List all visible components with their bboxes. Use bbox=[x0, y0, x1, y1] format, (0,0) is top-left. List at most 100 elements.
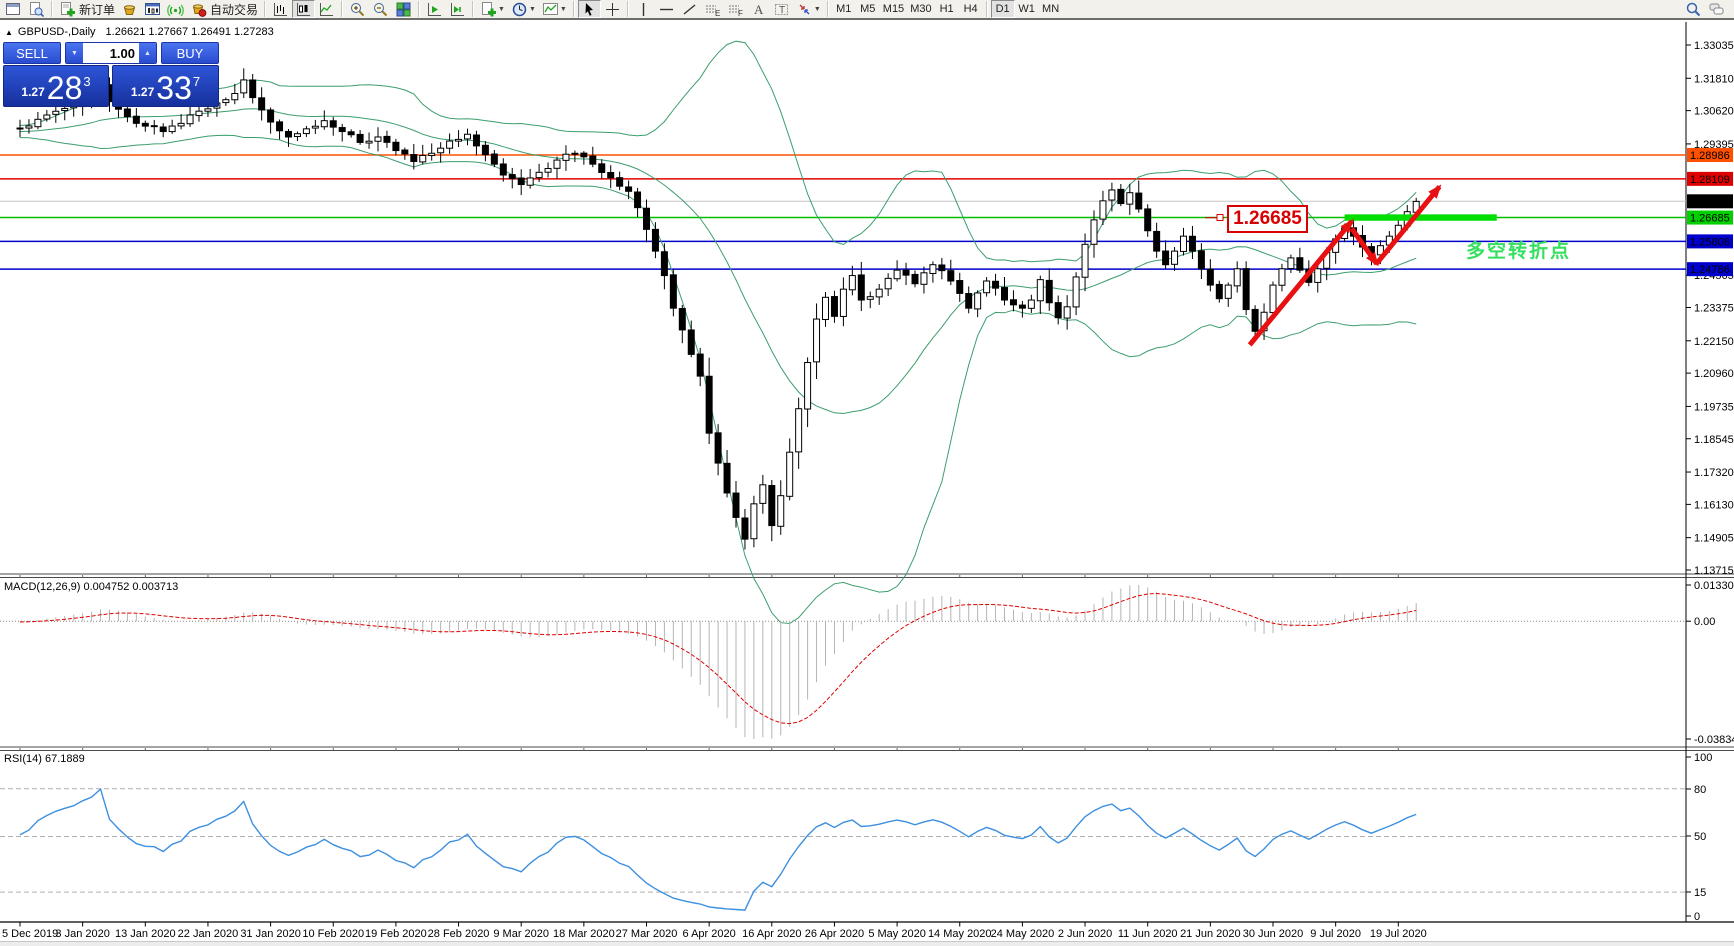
toolbar: 新订单 自动交易 ▼ ▼ ▼ E F A T ▼ bbox=[0, 0, 1734, 20]
timeframe-h4[interactable]: H4 bbox=[963, 3, 978, 15]
collapse-triangle-icon[interactable]: ▲ bbox=[5, 28, 13, 37]
candle-body bbox=[1081, 243, 1089, 278]
timeframe-m1[interactable]: M1 bbox=[836, 3, 852, 15]
search-icon[interactable] bbox=[1682, 0, 1705, 18]
trendline-tool[interactable] bbox=[678, 0, 701, 18]
timeframe-w1[interactable]: W1 bbox=[1018, 3, 1035, 15]
candle-body bbox=[1269, 284, 1277, 314]
zoom-out-icon[interactable] bbox=[369, 0, 392, 18]
tile-windows-icon[interactable] bbox=[392, 0, 415, 18]
candle-body bbox=[678, 308, 686, 331]
rsi-tick-label: 80 bbox=[1694, 784, 1706, 796]
candle-body bbox=[150, 125, 158, 128]
text-tool[interactable]: A bbox=[747, 0, 770, 18]
price-tag-label: 1.27283 bbox=[1690, 196, 1730, 208]
candlestick-chart-icon[interactable] bbox=[292, 0, 316, 18]
timeframe-m30[interactable]: M30 bbox=[910, 3, 932, 15]
candle-body bbox=[34, 118, 42, 128]
indicators-icon[interactable]: ▼ bbox=[539, 0, 570, 18]
price-tick-label: 1.19735 bbox=[1694, 401, 1734, 413]
candle-body bbox=[365, 140, 373, 144]
macd-tick-label: 0.00 bbox=[1694, 616, 1715, 628]
candle-body bbox=[714, 432, 722, 464]
chart-shift-icon[interactable] bbox=[446, 0, 469, 18]
horizontal-line-tool[interactable] bbox=[655, 0, 678, 18]
price-tag bbox=[1687, 148, 1733, 163]
timeframe-d1[interactable]: D1 bbox=[990, 0, 1015, 18]
candle-body bbox=[61, 107, 69, 112]
date-label: 5 Dec 2019 bbox=[2, 928, 58, 940]
candle-body bbox=[669, 274, 677, 309]
candle-body bbox=[446, 140, 454, 149]
sell-price-big: 28 bbox=[46, 70, 83, 106]
candle-body bbox=[1251, 308, 1259, 332]
candle-body bbox=[204, 108, 212, 112]
price-tick-label: 1.31810 bbox=[1694, 73, 1734, 85]
candle-body bbox=[822, 296, 829, 320]
bar-chart-icon[interactable] bbox=[269, 0, 292, 18]
timeframe-m15[interactable]: M15 bbox=[882, 3, 905, 15]
volume-spinner: ▼ ▲ bbox=[65, 42, 157, 64]
candle-body bbox=[544, 168, 552, 173]
price-tick-label: 1.29395 bbox=[1694, 139, 1734, 151]
new-order-label: 新订单 bbox=[79, 2, 116, 17]
date-label: 19 Feb 2020 bbox=[365, 928, 427, 940]
date-label: 31 Jan 2020 bbox=[240, 928, 301, 940]
print-preview-icon[interactable] bbox=[25, 0, 48, 18]
sell-button[interactable]: SELL bbox=[3, 42, 61, 64]
price-tick-label: 1.16130 bbox=[1694, 499, 1734, 511]
candle-body bbox=[481, 144, 489, 156]
equidistant-channel-tool[interactable]: E bbox=[701, 0, 724, 18]
profiles-clock-icon[interactable]: ▼ bbox=[508, 0, 539, 18]
window-icon[interactable] bbox=[2, 0, 25, 18]
candle-body bbox=[508, 174, 516, 180]
svg-text:T: T bbox=[779, 5, 785, 16]
candle-body bbox=[1144, 208, 1152, 232]
candle-body bbox=[1206, 268, 1214, 286]
level-lines bbox=[0, 154, 1686, 270]
sell-price-panel[interactable]: 1.27 28 3 bbox=[3, 65, 109, 107]
price-flag-annotation[interactable]: 1.26685 bbox=[1227, 205, 1308, 233]
buy-button[interactable]: BUY bbox=[161, 42, 219, 64]
new-chart-dropdown[interactable]: ▼ bbox=[477, 0, 508, 18]
candle-body bbox=[499, 163, 507, 176]
candle-body bbox=[311, 125, 319, 129]
line-chart-icon[interactable] bbox=[315, 0, 338, 18]
candle-body bbox=[1018, 304, 1026, 309]
date-label: 5 May 2020 bbox=[868, 928, 925, 940]
signal-icon[interactable] bbox=[164, 0, 187, 18]
styler-bucket-icon[interactable] bbox=[118, 0, 141, 18]
candle-body bbox=[1027, 299, 1035, 309]
timeframe-h1[interactable]: H1 bbox=[939, 3, 954, 15]
date-label: 2 Jun 2020 bbox=[1058, 928, 1112, 940]
candle-body bbox=[437, 147, 445, 154]
timeframe-mn[interactable]: MN bbox=[1042, 3, 1060, 15]
candle-body bbox=[401, 149, 409, 155]
auto-scroll-icon[interactable] bbox=[423, 0, 446, 18]
chart-window-icon[interactable] bbox=[141, 0, 164, 18]
cursor-tool[interactable] bbox=[577, 0, 601, 18]
timeframe-m5[interactable]: M5 bbox=[860, 3, 876, 15]
text-label-tool[interactable]: T bbox=[770, 0, 793, 18]
fibonacci-tool[interactable]: F bbox=[724, 0, 747, 18]
zoom-in-icon[interactable] bbox=[346, 0, 369, 18]
volume-decrease-button[interactable]: ▼ bbox=[66, 43, 83, 63]
candle-body bbox=[768, 485, 776, 527]
volume-increase-button[interactable]: ▲ bbox=[139, 43, 156, 63]
vertical-line-tool[interactable] bbox=[632, 0, 655, 18]
arrows-tool[interactable]: ▼ bbox=[793, 0, 824, 18]
toolbar-separator bbox=[626, 1, 629, 17]
price-tag-label: 1.24786 bbox=[1690, 264, 1730, 276]
candle-body bbox=[830, 296, 838, 317]
turning-point-note[interactable]: 多空转折点 bbox=[1466, 241, 1572, 262]
auto-trading-button[interactable]: 自动交易 bbox=[187, 0, 261, 18]
buy-price-panel[interactable]: 1.27 33 7 bbox=[112, 65, 219, 107]
new-order-button[interactable]: 新订单 bbox=[56, 0, 118, 18]
one-click-trading-widget: SELL ▼ ▲ BUY 1.27 28 3 1.27 33 7 bbox=[3, 42, 219, 107]
crosshair-tool[interactable] bbox=[601, 0, 624, 18]
chat-icon[interactable] bbox=[1705, 0, 1728, 18]
candle-body bbox=[723, 462, 731, 494]
candle-body bbox=[1126, 192, 1134, 205]
volume-input[interactable] bbox=[83, 43, 139, 63]
